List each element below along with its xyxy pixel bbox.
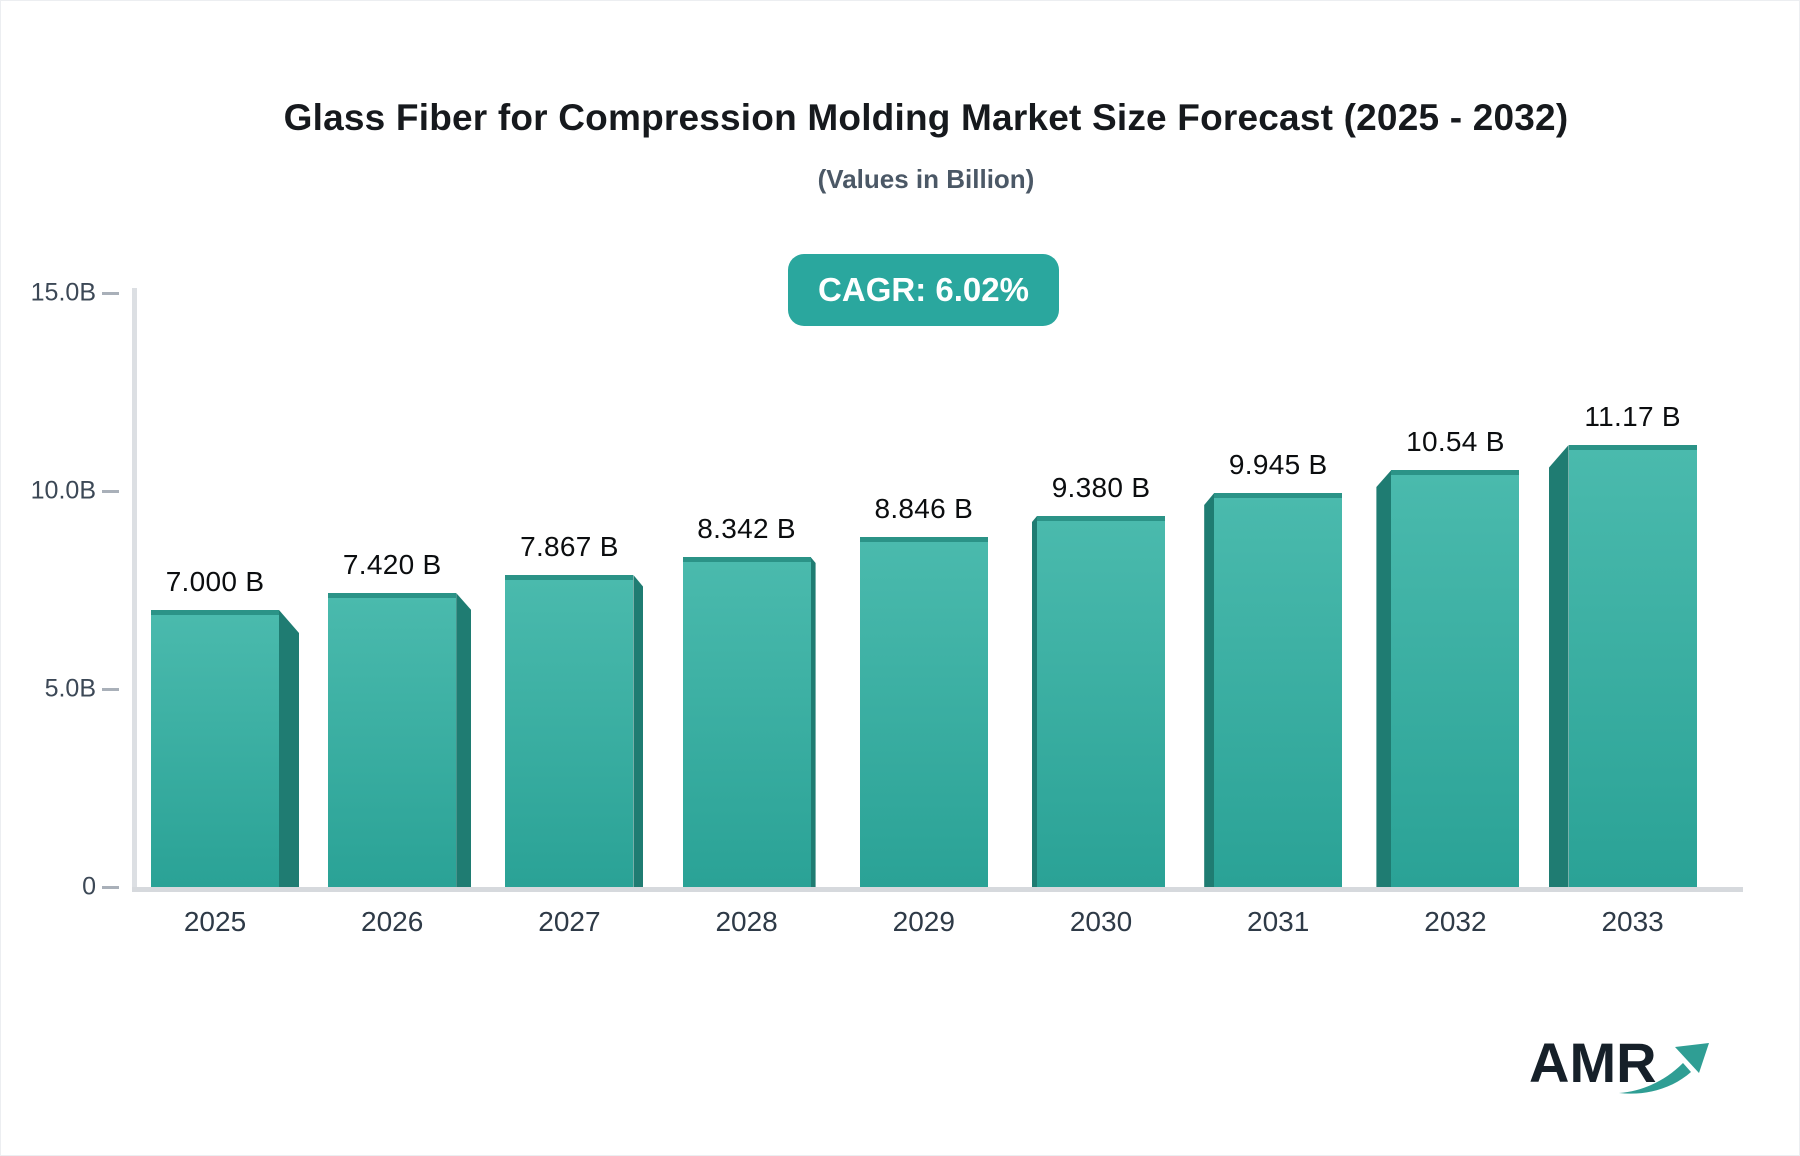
x-tick-label: 2027 xyxy=(538,906,601,937)
y-axis-line xyxy=(132,288,137,889)
x-tick-label: 2028 xyxy=(715,906,778,937)
x-tick-label: 2030 xyxy=(1069,906,1133,937)
x-tick-label: 2032 xyxy=(1424,906,1487,937)
bar-value-label: 9.945 B xyxy=(1228,449,1328,480)
chart-title: Glass Fiber for Compression Molding Mark… xyxy=(283,97,1569,138)
bar-side xyxy=(810,557,816,887)
bar-2031 xyxy=(1214,493,1343,887)
y-tick-dash xyxy=(102,292,119,295)
bar-2032 xyxy=(1391,470,1520,887)
bar-side xyxy=(456,593,472,887)
y-tick-dash xyxy=(102,688,119,691)
bar-side xyxy=(1548,445,1569,887)
bar-side xyxy=(1376,470,1392,887)
bar-2026 xyxy=(328,593,457,887)
y-tick-dash xyxy=(102,886,119,889)
bar-value-label: 10.54 B xyxy=(1406,426,1505,457)
amr-logo-text: AMR xyxy=(1529,1031,1657,1094)
bar-value-label: 9.380 B xyxy=(1051,472,1151,503)
bar-value-label: 8.342 B xyxy=(697,513,796,544)
bar-2029 xyxy=(859,537,988,887)
x-tick-label: 2029 xyxy=(892,906,955,937)
bar-value-label: 8.846 B xyxy=(874,493,974,524)
growth-arrow-icon xyxy=(1619,1043,1709,1094)
bar-2033 xyxy=(1568,445,1697,887)
y-tick-label: 5.0B xyxy=(44,674,96,703)
bar-value-label: 7.420 B xyxy=(342,549,442,580)
bar-2025 xyxy=(151,610,279,887)
amr-logo: AMR xyxy=(1529,1033,1709,1103)
x-tick-label: 2031 xyxy=(1247,906,1310,937)
y-tick-dash xyxy=(102,490,119,493)
x-tick-label: 2026 xyxy=(361,906,424,937)
bar-value-label: 7.867 B xyxy=(520,531,619,562)
bar-value-label: 11.17 B xyxy=(1584,401,1681,432)
bar-2027 xyxy=(505,575,634,887)
cagr-badge: CAGR: 6.02% xyxy=(788,254,1059,326)
x-axis-line xyxy=(132,887,1743,892)
x-tick-label: 2025 xyxy=(183,906,247,937)
bar-value-label: 7.000 B xyxy=(165,566,265,597)
chart-subtitle: (Values in Billion) xyxy=(817,164,1035,194)
bar-side xyxy=(1032,516,1037,887)
x-tick-label: 2033 xyxy=(1601,906,1664,937)
bar-2028 xyxy=(682,557,811,887)
y-tick-label: 10.0B xyxy=(30,476,96,505)
bar-side xyxy=(1204,493,1215,887)
y-tick-label: 0 xyxy=(82,872,96,901)
bar-side xyxy=(633,575,644,887)
y-tick-label: 15.0B xyxy=(30,278,96,307)
bar-side xyxy=(279,610,299,887)
bar-2030 xyxy=(1037,516,1165,887)
